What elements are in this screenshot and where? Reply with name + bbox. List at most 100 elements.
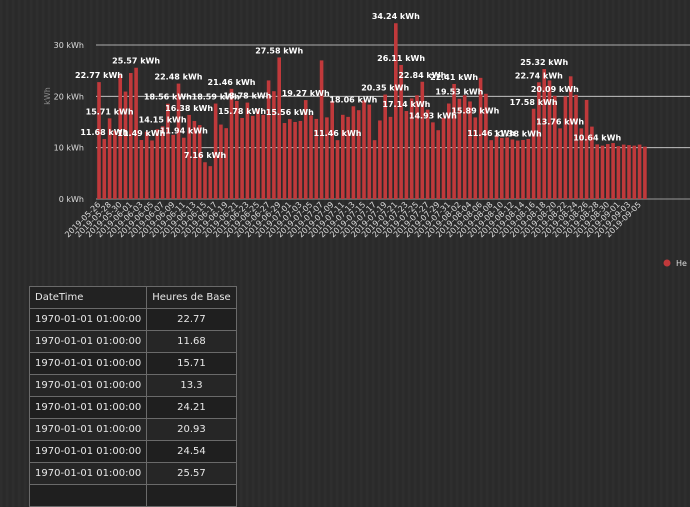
- table-row: 1970-01-01 01:00:00 15.71: [28, 352, 237, 375]
- bar: [489, 140, 493, 199]
- data-label: 14.15 kWh: [139, 115, 187, 124]
- bar: [182, 137, 186, 199]
- column-header-datetime[interactable]: DateTime: [28, 286, 148, 309]
- data-label: 15.78 kWh: [218, 107, 266, 116]
- bar: [362, 100, 366, 199]
- data-table: DateTime Heures de Base 1970-01-01 01:00…: [28, 286, 237, 507]
- bar: [282, 123, 287, 199]
- bar: [590, 126, 594, 199]
- legend-marker: [663, 259, 671, 267]
- bar: [404, 111, 409, 199]
- bar: [431, 122, 435, 199]
- data-label: 15.71 kWh: [86, 107, 134, 116]
- bar: [150, 140, 154, 199]
- data-label: 11.46 kWh: [314, 129, 362, 138]
- table-row: 1970-01-01 01:00:00 20.93: [28, 418, 237, 441]
- data-label: 17.14 kWh: [382, 100, 430, 109]
- bar: [272, 91, 276, 199]
- bar: [314, 118, 319, 199]
- bar: [568, 76, 573, 199]
- bar: [250, 115, 255, 199]
- bar: [97, 82, 101, 199]
- bar: [303, 100, 308, 199]
- bar: [595, 144, 599, 199]
- bar: [224, 128, 228, 199]
- y-tick-label: 10 kWh: [54, 144, 84, 153]
- data-label: 22.84 kWh: [398, 71, 446, 80]
- bar-chart: 0 kWh 10 kWh 20 kWh 30 kWh kWh 2019-05-26 2019…: [43, 12, 690, 268]
- bar: [584, 99, 589, 199]
- data-label: 20.35 kWh: [361, 84, 409, 93]
- bar: [399, 64, 403, 200]
- bar: [113, 130, 117, 199]
- bar: [457, 98, 462, 199]
- value-cell: 20.93: [146, 418, 237, 441]
- table-header-row: DateTime Heures de Base: [28, 286, 237, 309]
- y-tick-label: 20 kWh: [54, 92, 84, 101]
- bar: [219, 124, 223, 199]
- value-cell: [146, 484, 237, 507]
- datetime-cell: 1970-01-01 01:00:00: [28, 440, 148, 463]
- bar: [277, 57, 281, 199]
- bar: [436, 130, 440, 199]
- bar: [134, 67, 138, 200]
- bar: [542, 69, 546, 199]
- data-label: 18.06 kWh: [329, 95, 377, 104]
- data-label: 11.38 kWh: [494, 130, 542, 139]
- bar: [229, 88, 234, 199]
- bar: [129, 73, 133, 199]
- table-row: 1970-01-01 01:00:00 11.68: [28, 330, 237, 353]
- datetime-cell: 1970-01-01 01:00:00: [28, 374, 148, 397]
- bar: [394, 23, 398, 200]
- bar: [579, 128, 584, 199]
- table-row: 1970-01-01 01:00:00 13.3: [28, 374, 237, 397]
- bar: [155, 129, 160, 199]
- value-cell: 25.57: [146, 462, 237, 485]
- bar: [611, 143, 615, 199]
- data-label: 27.58 kWh: [255, 46, 303, 55]
- bar: [388, 116, 393, 199]
- bar: [468, 101, 472, 199]
- table-row: 1970-01-01 01:00:00 24.21: [28, 396, 237, 419]
- bar: [203, 162, 207, 199]
- bar: [367, 104, 372, 199]
- bar: [500, 137, 504, 199]
- bar: [558, 128, 562, 199]
- data-label: 20.09 kWh: [531, 85, 579, 94]
- bar: [240, 117, 244, 199]
- bar: [372, 140, 377, 199]
- data-label: 17.58 kWh: [510, 98, 558, 107]
- data-label: 11.94 kWh: [160, 127, 208, 136]
- bar: [553, 95, 557, 199]
- data-label: 22.74 kWh: [515, 71, 563, 80]
- y-tick-label: 30 kWh: [54, 41, 84, 50]
- data-label: 13.76 kWh: [536, 117, 584, 126]
- bar: [537, 82, 541, 199]
- bar: [563, 96, 568, 199]
- data-label: 25.32 kWh: [520, 58, 568, 67]
- datetime-cell: 1970-01-01 01:00:00: [28, 418, 148, 441]
- data-label: 15.56 kWh: [266, 108, 314, 117]
- bar: [351, 106, 356, 199]
- bar: [420, 81, 425, 199]
- data-label: 18.59 kWh: [192, 93, 240, 102]
- table-row: 1970-01-01 01:00:00 22.77: [28, 308, 237, 331]
- bar: [118, 74, 122, 199]
- bar: [192, 120, 197, 199]
- bar: [213, 103, 218, 199]
- bar: [309, 115, 313, 199]
- bar: [494, 135, 499, 199]
- bar: [531, 108, 536, 199]
- data-label: 11.68 kWh: [80, 128, 128, 137]
- data-label: 21.46 kWh: [208, 78, 256, 87]
- bar: [621, 144, 626, 199]
- column-header-value[interactable]: Heures de Base: [146, 286, 237, 309]
- bar: [330, 100, 334, 199]
- legend-label: He: [676, 259, 687, 268]
- bar: [187, 114, 191, 199]
- datetime-cell: 1970-01-01 01:00:00: [28, 352, 148, 375]
- data-label: 14.93 kWh: [409, 111, 457, 120]
- table-row: 1970-01-01 01:00:00 25.57: [28, 462, 237, 485]
- bar: [298, 120, 303, 199]
- bar: [510, 139, 515, 199]
